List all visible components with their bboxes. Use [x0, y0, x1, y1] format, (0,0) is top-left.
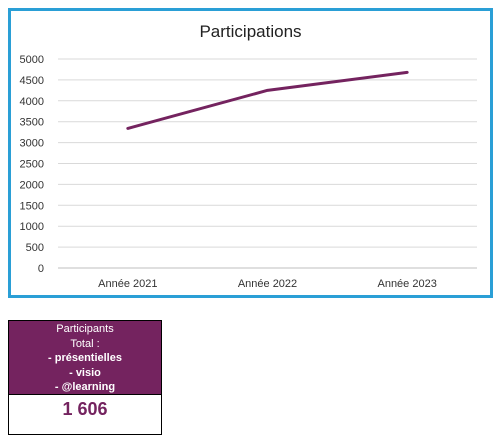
line-chart: 5000450040003500300025002000150010005000… — [20, 54, 477, 290]
y-tick-label: 3000 — [20, 138, 44, 150]
y-tick-label: 1500 — [20, 200, 44, 212]
y-tick-label: 500 — [26, 242, 44, 254]
card-line-elearning: - @learning — [54, 381, 116, 393]
series-line — [126, 70, 409, 130]
participants-card: Participants Total : - présentielles - v… — [8, 320, 162, 435]
chart-title: Participations — [199, 22, 302, 41]
card-header: Participants Total : - présentielles - v… — [9, 321, 161, 394]
x-tick-label: Année 2022 — [238, 278, 297, 290]
y-tick-label: 2000 — [20, 179, 44, 191]
y-tick-label: 0 — [38, 263, 44, 275]
card-line-presentielles: - présentielles — [48, 352, 122, 364]
card-line-visio: - visio — [69, 366, 101, 379]
y-tick-label: 4000 — [20, 96, 44, 108]
y-tick-label: 3500 — [20, 117, 44, 129]
y-tick-label: 4500 — [20, 75, 44, 87]
y-tick-label: 1000 — [20, 221, 44, 233]
x-tick-label: Année 2023 — [377, 278, 436, 290]
y-tick-label: 2500 — [20, 159, 44, 171]
card-line-participants: Participants — [56, 323, 114, 335]
y-tick-label: 5000 — [20, 54, 44, 66]
card-total-value: 1 606 — [9, 394, 161, 434]
x-tick-label: Année 2021 — [98, 278, 157, 290]
card-line-total: Total : — [70, 337, 100, 350]
chart-container: Participations 5000 4500 4000 3500 3000 2500 2… — [8, 8, 493, 298]
